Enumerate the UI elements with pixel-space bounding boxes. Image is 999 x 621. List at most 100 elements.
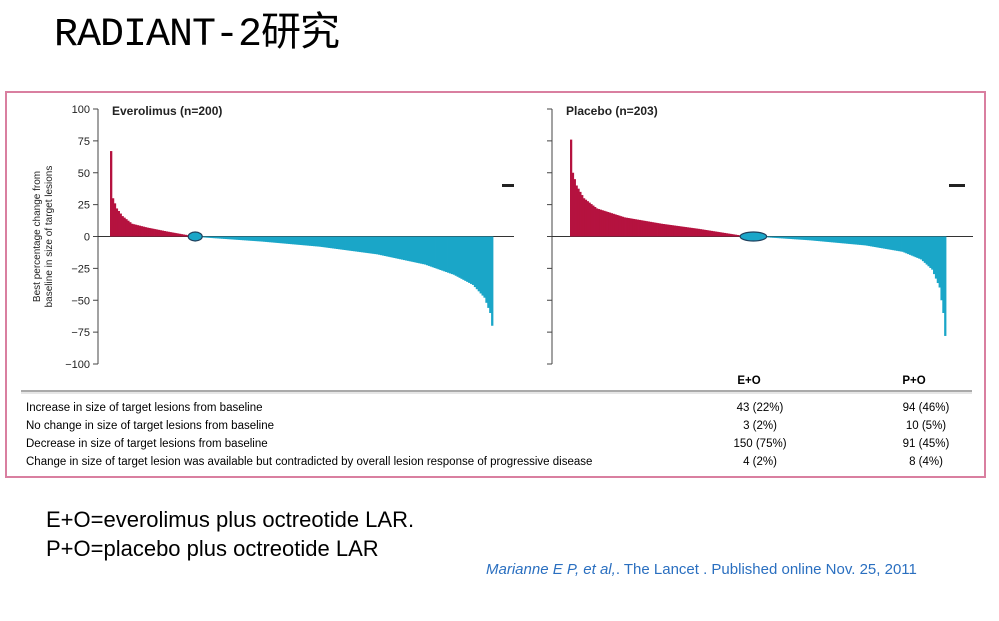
waterfall-bar: [268, 236, 272, 243]
waterfall-bar: [866, 236, 869, 246]
waterfall-bar: [418, 236, 421, 264]
waterfall-bar: [671, 225, 675, 237]
waterfall-bar: [395, 236, 398, 259]
waterfall-bar: [270, 236, 274, 243]
waterfall-bar: [171, 232, 174, 237]
table-cell-eo: 4 (2%): [743, 456, 777, 468]
waterfall-bar: [347, 236, 350, 251]
waterfall-bar: [914, 236, 917, 258]
waterfall-bar: [927, 236, 930, 267]
waterfall-bar: [910, 236, 914, 256]
waterfall-bar: [322, 236, 325, 248]
waterfall-bar: [849, 236, 852, 245]
waterfall-bar: [115, 208, 119, 237]
waterfall-bar: [670, 225, 673, 237]
waterfall-bar: [642, 220, 645, 237]
waterfall-bar: [605, 211, 608, 237]
waterfall-bar: [884, 236, 888, 249]
waterfall-bar: [257, 236, 260, 242]
waterfall-bar: [620, 216, 623, 237]
waterfall-bar: [288, 236, 291, 244]
y-tick-label: 75: [78, 136, 90, 148]
waterfall-bar: [797, 236, 801, 240]
waterfall-bar: [232, 236, 235, 240]
waterfall-bar: [211, 236, 214, 239]
waterfall-bar: [403, 236, 406, 261]
waterfall-bar: [805, 236, 808, 241]
waterfall-bar: [157, 229, 161, 237]
waterfall-bar: [892, 236, 895, 251]
waterfall-bar: [312, 236, 316, 247]
waterfall-bar: [657, 223, 660, 237]
waterfall-bar: [357, 236, 360, 252]
waterfall-bar: [399, 236, 402, 260]
waterfall-bar: [783, 236, 786, 239]
waterfall-bar: [425, 236, 429, 266]
waterfall-charts: 100 75 50 25 0 −25 −50 −75 −100 Everolimus (n=200…: [21, 104, 973, 394]
waterfall-bar: [477, 236, 480, 292]
waterfall-bar: [470, 236, 473, 284]
waterfall-bar: [827, 236, 830, 243]
waterfall-bar: [820, 236, 823, 242]
waterfall-bar: [324, 236, 327, 248]
waterfall-bar: [293, 236, 297, 245]
waterfall-bar: [694, 228, 697, 237]
waterfall-bar: [290, 236, 293, 245]
waterfall-bar: [468, 236, 471, 283]
waterfall-bar: [931, 236, 934, 270]
waterfall-bar: [228, 236, 232, 240]
citation-journal: . The Lancet . Published online Nov. 25,…: [615, 561, 917, 578]
waterfall-bar: [473, 236, 477, 288]
waterfall-bar: [936, 236, 939, 284]
waterfall-bar: [155, 229, 159, 237]
waterfall-bar: [391, 236, 394, 258]
table-cell-eo: 43 (22%): [736, 402, 784, 414]
waterfall-bar: [299, 236, 302, 245]
waterfall-bar: [710, 230, 714, 237]
right-marker: [949, 184, 965, 187]
waterfall-bar: [314, 236, 318, 247]
waterfall-bar: [634, 219, 638, 237]
waterfall-bar: [590, 204, 593, 237]
waterfall-bar: [393, 236, 396, 259]
waterfall-bar: [253, 236, 256, 242]
waterfall-bar: [159, 230, 163, 237]
waterfall-bar: [445, 236, 448, 273]
waterfall-bar: [875, 236, 878, 248]
waterfall-bar: [334, 236, 337, 249]
waterfall-bar: [682, 226, 686, 237]
waterfall-bar: [773, 236, 776, 238]
waterfall-bar: [881, 236, 884, 249]
waterfall-bar: [823, 236, 826, 242]
waterfall-bar: [267, 236, 270, 243]
waterfall-bar: [618, 215, 621, 237]
waterfall-bar: [222, 236, 226, 239]
waterfall-bar: [177, 233, 180, 237]
waterfall-bar: [868, 236, 871, 247]
waterfall-bar: [372, 236, 375, 254]
waterfall-bar: [364, 236, 367, 253]
waterfall-bar: [695, 228, 699, 237]
waterfall-bar: [638, 219, 641, 237]
waterfall-bar: [658, 223, 662, 237]
waterfall-bar: [801, 236, 804, 240]
waterfall-bar: [777, 236, 780, 239]
waterfall-bar: [460, 236, 463, 279]
waterfall-bar: [242, 236, 245, 241]
waterfall-bar: [404, 236, 408, 261]
waterfall-bar: [167, 231, 170, 237]
waterfall-bar: [944, 236, 947, 336]
waterfall-bar: [412, 236, 415, 263]
waterfall-bar: [297, 236, 300, 245]
table-cell-po: 8 (4%): [909, 456, 943, 468]
waterfall-bar: [821, 236, 825, 242]
waterfall-bar: [838, 236, 841, 244]
table-header-po: P+O: [902, 375, 926, 387]
waterfall-bar: [245, 236, 249, 241]
waterfall-bar: [165, 231, 168, 237]
waterfall-bar: [368, 236, 371, 254]
waterfall-bar: [690, 227, 693, 237]
waterfall-bar: [383, 236, 387, 256]
waterfall-bar: [437, 236, 440, 270]
waterfall-bar: [138, 225, 142, 237]
